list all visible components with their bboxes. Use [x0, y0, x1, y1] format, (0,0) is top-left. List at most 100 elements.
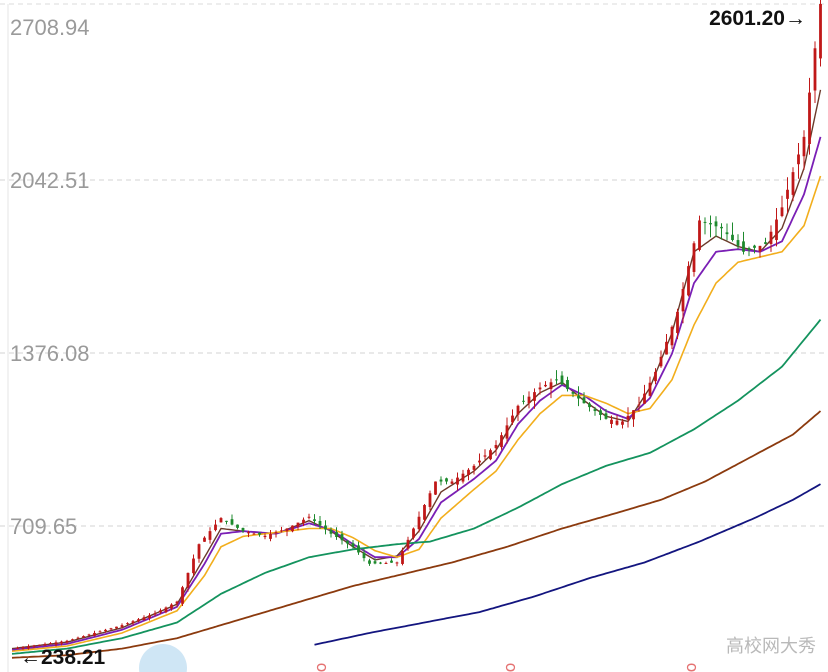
- candle-body: [280, 530, 283, 532]
- candle-body: [615, 420, 619, 425]
- candle-body: [533, 392, 536, 401]
- candle-body: [428, 493, 432, 507]
- candle-body: [241, 527, 245, 532]
- candle-body: [626, 415, 630, 420]
- candle-body: [109, 628, 113, 630]
- candle-body: [406, 539, 410, 549]
- candle-body: [357, 545, 360, 553]
- high-value-annotation: 2601.20→: [709, 7, 806, 30]
- candle-body: [593, 409, 597, 412]
- candle-body: [747, 248, 751, 250]
- candle-body: [291, 525, 294, 532]
- candle-body: [489, 450, 492, 460]
- candle-body: [38, 644, 41, 646]
- candle-body: [676, 311, 679, 334]
- candle-body: [720, 226, 723, 229]
- candle-body: [236, 524, 239, 528]
- candle-body: [329, 530, 333, 534]
- candle-body: [131, 621, 135, 624]
- candle-body: [390, 560, 393, 563]
- candle-body: [687, 266, 690, 296]
- candle-body: [153, 613, 157, 615]
- bottom-circle-marker: [139, 644, 187, 672]
- candle-body: [49, 643, 52, 645]
- candle-body: [269, 534, 272, 539]
- bottom-marker-a: ᴑ: [316, 657, 327, 672]
- bottom-marker-b: ᴑ: [505, 657, 516, 672]
- candle-body: [654, 371, 657, 382]
- candle-body: [577, 395, 580, 399]
- candle-body: [714, 221, 718, 227]
- candle-body: [351, 543, 355, 547]
- y-tick-label-1376: 1376.08: [10, 341, 90, 366]
- candle-body: [780, 207, 784, 217]
- candle-body: [665, 341, 668, 355]
- candle-body: [192, 558, 195, 574]
- candle-body: [571, 391, 575, 394]
- candle-body: [412, 528, 415, 538]
- candle-body: [643, 393, 646, 404]
- candle-body: [82, 636, 85, 638]
- candle-body: [318, 521, 322, 526]
- candle-body: [483, 455, 487, 457]
- candle-body: [65, 640, 69, 643]
- candle-body: [434, 481, 437, 495]
- candle-body: [340, 534, 344, 541]
- candle-body: [681, 288, 685, 312]
- candle-body: [637, 404, 641, 406]
- ma-line-ma20: [11, 319, 822, 655]
- candle-body: [632, 410, 635, 420]
- candle-body: [16, 647, 19, 649]
- candle-body: [709, 223, 712, 225]
- candle-body: [582, 397, 586, 404]
- candle-body: [659, 356, 663, 367]
- candle-body: [610, 419, 613, 424]
- candle-body: [478, 460, 481, 463]
- candle-body: [225, 520, 228, 522]
- candle-body: [115, 626, 118, 629]
- candle-body: [500, 435, 503, 448]
- candle-body: [307, 516, 311, 518]
- candle-body: [43, 643, 47, 646]
- candle-body: [285, 528, 289, 532]
- candle-body: [230, 519, 234, 525]
- candle-body: [511, 415, 514, 423]
- candle-body: [93, 632, 96, 636]
- candle-body: [417, 516, 421, 530]
- candle-body: [813, 48, 817, 91]
- ma-line-ma120: [314, 483, 821, 646]
- candle-body: [445, 478, 448, 482]
- candle-body: [87, 634, 91, 636]
- ma-line-ma10: [11, 175, 822, 652]
- candle-body: [181, 587, 184, 604]
- candle-body: [670, 326, 674, 346]
- candle-body: [159, 610, 162, 613]
- candle-body: [692, 243, 696, 272]
- candle-body: [522, 400, 525, 402]
- candle-body: [736, 240, 740, 246]
- candle-body: [346, 540, 349, 544]
- y-tick-label-709: 709.65: [10, 514, 77, 539]
- candle-body: [21, 647, 25, 649]
- candle-body: [604, 413, 608, 419]
- candle-body: [258, 532, 261, 535]
- candle-body: [764, 242, 767, 244]
- candle-body: [621, 421, 624, 425]
- candle-body: [775, 219, 778, 241]
- candle-body: [725, 232, 729, 235]
- watermark-text: 高校网大秀: [726, 636, 816, 657]
- candle-body: [753, 245, 756, 248]
- candle-body: [731, 234, 734, 241]
- candle-body: [786, 189, 789, 199]
- candle-body: [302, 519, 305, 524]
- candle-body: [76, 637, 80, 639]
- candle-body: [313, 519, 316, 522]
- low-value-annotation: ←238.21: [20, 646, 106, 669]
- candle-body: [450, 481, 454, 484]
- candle-body: [170, 604, 173, 609]
- candle-body: [544, 384, 547, 387]
- moving-average-lines: [11, 89, 822, 659]
- ma-line-ma60: [11, 410, 822, 659]
- candle-body: [296, 522, 300, 527]
